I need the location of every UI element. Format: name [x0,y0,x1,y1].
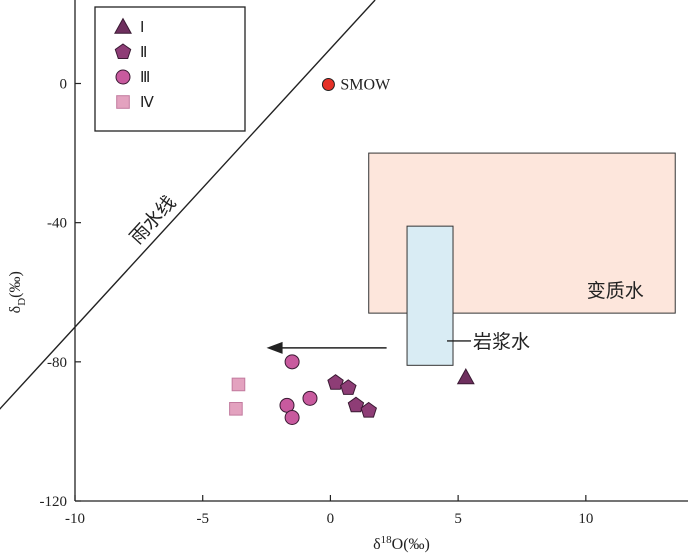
legend-marker-4 [116,95,130,109]
series-2-point [340,379,357,395]
x-tick-label: 10 [578,511,593,527]
series-3-point [302,390,318,406]
series-1-point [456,368,475,385]
y-tick-label: -80 [47,355,67,371]
legend-label-2: Ⅱ [140,45,147,61]
y-tick-label: -40 [47,216,67,232]
legend: Ⅰ Ⅱ Ⅲ Ⅳ [94,6,246,132]
series-3-point [284,410,300,425]
magmatic-water-region [406,225,454,366]
meteoric-water-line [0,0,376,410]
y-axis-title: δD(‰) [7,271,28,313]
points-layer [229,354,475,425]
meteoric-water-line-label: 雨水线 [126,192,181,249]
legend-box [94,6,246,132]
legend-label-3: Ⅲ [140,70,150,86]
series-4-point [231,377,246,392]
x-tick-label: -10 [65,511,85,527]
magmatic-water-label: 岩浆水 [473,331,530,353]
series-3-point [284,354,300,370]
trend-arrow-head [266,341,283,354]
series-2-point [327,374,344,390]
x-tick-label: -5 [196,511,209,527]
y-tick-label: 0 [60,77,68,93]
x-tick-label: 0 [327,511,335,527]
y-tick-label: -120 [40,494,68,510]
x-tick-label: 5 [454,511,462,527]
series-2-point [360,401,377,418]
legend-marker-1 [114,17,132,34]
metamorphic-water-label: 变质水 [587,280,644,302]
legend-label-1: Ⅰ [140,20,144,36]
legend-label-4: Ⅳ [140,95,154,111]
smow-label: SMOW [340,77,391,94]
legend-marker-3 [115,69,131,85]
smow-point [321,78,335,91]
series-4-point [229,402,243,416]
series-2-point [347,396,365,413]
x-axis-title: δ18O(‰) [373,534,430,553]
legend-marker-2 [114,43,132,59]
